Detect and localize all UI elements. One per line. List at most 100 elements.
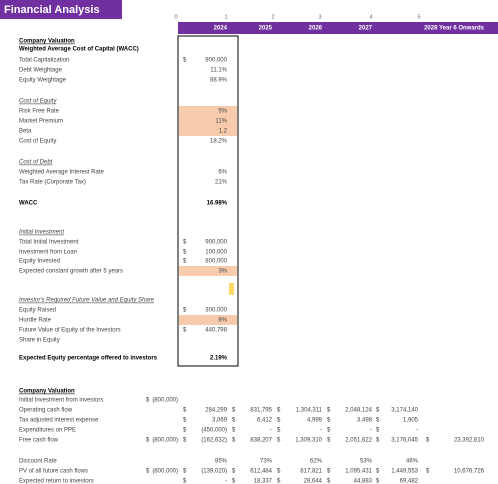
cell-value: 8%: [218, 318, 227, 324]
row-label: Investor's Required Future Value and Equ…: [19, 298, 155, 304]
row-label: Tax Rate (Corporate Tax): [19, 180, 86, 186]
row-label: Hurdle Rate: [19, 318, 52, 324]
cell-value: 69,482: [400, 479, 419, 484]
cell-value: 88.9%: [210, 78, 228, 84]
cell-value: 900,000: [205, 58, 227, 64]
cell-value: 3,069: [212, 418, 228, 424]
currency-sign: $: [327, 418, 331, 424]
cell-value: 1.2: [219, 129, 228, 135]
row-label: Equity Weightage: [19, 78, 67, 84]
cell-value: 73%: [260, 459, 273, 465]
row-label: Total Initial Investment: [19, 240, 79, 246]
currency-sign: $: [183, 469, 187, 475]
currency-sign: $: [183, 328, 187, 334]
currency-sign: $: [277, 428, 281, 434]
row-label: Market Premium: [19, 119, 63, 125]
row-label: Equity Raised: [19, 308, 56, 314]
cell-value: 28,644: [304, 479, 323, 484]
currency-sign: $: [327, 428, 331, 434]
year-label: 2026: [309, 26, 323, 32]
cell-value: (800,000): [152, 469, 178, 475]
row-label: Cost of Equity: [19, 99, 57, 105]
cell-value: -: [416, 428, 418, 434]
currency-sign: $: [376, 438, 380, 444]
currency-sign: $: [183, 58, 187, 64]
row-label: Debt Weightage: [19, 68, 63, 74]
cell-value: 900,000: [205, 240, 227, 246]
currency-sign: $: [277, 408, 281, 414]
cell-value: 85%: [215, 459, 228, 465]
currency-sign: $: [277, 469, 281, 475]
input-highlight: [179, 315, 237, 325]
currency-sign: $: [183, 438, 187, 444]
cell-value: (162,632): [201, 438, 227, 444]
currency-sign: $: [376, 418, 380, 424]
cell-value: 100,000: [205, 250, 227, 256]
cell-value: 1,309,310: [295, 438, 322, 444]
currency-sign: $: [183, 240, 187, 246]
row-label: Share in Equity: [19, 338, 60, 344]
input-box: [177, 35, 239, 367]
cell-value: 1,905: [403, 418, 419, 424]
row-label: WACC: [19, 201, 38, 207]
currency-sign: $: [376, 428, 380, 434]
currency-sign: $: [232, 428, 236, 434]
cell-value: 18.2%: [210, 139, 228, 145]
currency-sign: $: [426, 438, 430, 444]
input-highlight: [179, 266, 237, 276]
cell-value: 62%: [310, 459, 323, 465]
currency-sign: $: [146, 469, 150, 475]
currency-sign: $: [183, 408, 187, 414]
currency-sign: $: [327, 438, 331, 444]
cell-value: (800,000): [152, 438, 178, 444]
row-label: Initial Investment from investors: [19, 398, 103, 404]
year-bar: [178, 22, 498, 34]
row-label: Free cash flow: [19, 438, 59, 444]
cell-value: 6%: [218, 170, 227, 176]
cell-value: (800,000): [152, 398, 178, 404]
currency-sign: $: [183, 308, 187, 314]
currency-sign: $: [426, 469, 430, 475]
currency-sign: $: [327, 408, 331, 414]
row-label: Cost of Debt: [19, 160, 53, 166]
row-label: Risk Free Rate: [19, 109, 60, 115]
cell-value: 838,207: [250, 438, 272, 444]
currency-sign: $: [277, 479, 281, 484]
row-label: Weighted Average Interest Rate: [19, 170, 104, 176]
currency-sign: $: [376, 479, 380, 484]
column-index: 4: [369, 14, 372, 20]
currency-sign: $: [232, 408, 236, 414]
cell-value: 18,337: [254, 479, 273, 484]
currency-sign: $: [183, 479, 187, 484]
currency-sign: $: [183, 428, 187, 434]
cell-value: -: [225, 479, 227, 484]
cell-value: (139,020): [201, 469, 227, 475]
row-label: Total Capitalization: [19, 58, 69, 64]
row-label: Expenditures on PPE: [19, 428, 76, 434]
row-label: Equity Invested: [19, 259, 60, 265]
column-index: 2: [271, 14, 274, 20]
row-label: PV of all future cash flows: [19, 469, 88, 475]
cell-value: 6,412: [257, 418, 273, 424]
cell-value: 46%: [406, 459, 419, 465]
year-label: 2024: [214, 26, 228, 32]
currency-sign: $: [327, 469, 331, 475]
cell-value: 10,676,726: [454, 469, 485, 475]
cell-cursor: [229, 283, 234, 295]
cell-value: 16.98%: [207, 201, 228, 207]
year-label: 2028 Year 6 Onwards: [424, 26, 485, 32]
cell-value: 2,051,622: [345, 438, 372, 444]
currency-sign: $: [183, 250, 187, 256]
title-bar: [0, 0, 122, 19]
cell-value: 11%: [215, 119, 227, 125]
currency-sign: $: [232, 479, 236, 484]
column-index: 3: [318, 14, 321, 20]
cell-value: 4,999: [307, 418, 323, 424]
cell-value: 21%: [215, 180, 228, 186]
currency-sign: $: [376, 408, 380, 414]
row-label: Expected return to investors: [19, 479, 94, 484]
row-label: Cost of Equity: [19, 139, 56, 145]
cell-value: 23,392,610: [454, 438, 485, 444]
currency-sign: $: [146, 438, 150, 444]
